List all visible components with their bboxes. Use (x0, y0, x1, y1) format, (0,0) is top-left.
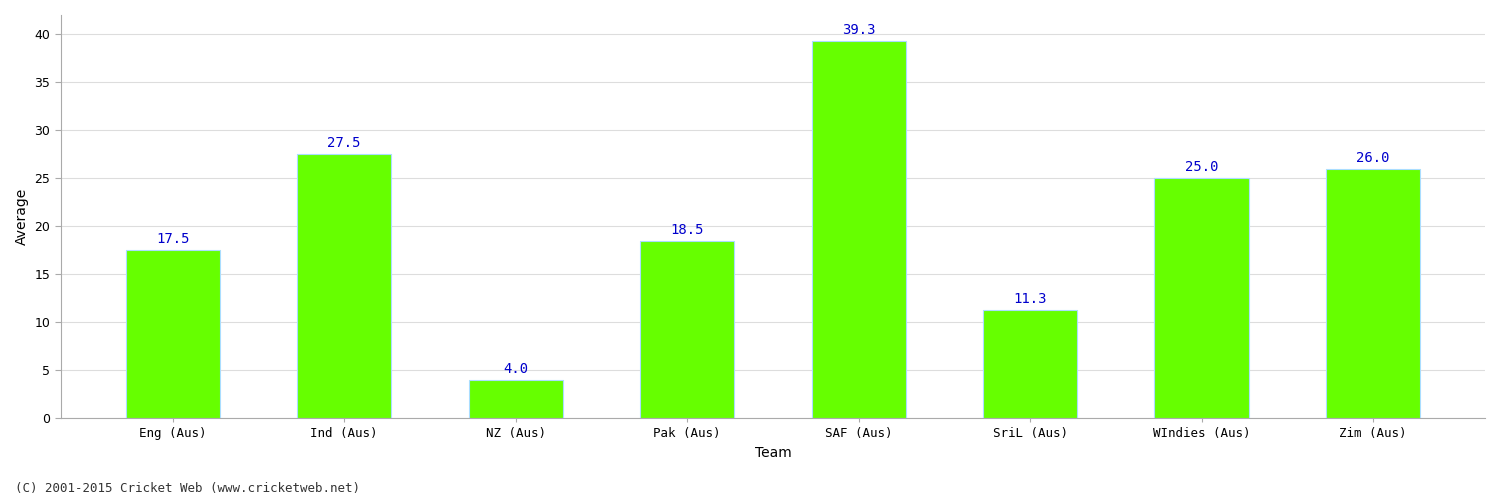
Text: 11.3: 11.3 (1014, 292, 1047, 306)
Bar (297, 154, 392, 418)
Text: 39.3: 39.3 (842, 23, 876, 37)
X-axis label: Team: Team (754, 446, 792, 460)
Bar (812, 41, 906, 418)
Bar (126, 250, 220, 418)
Text: (C) 2001-2015 Cricket Web (www.cricketweb.net): (C) 2001-2015 Cricket Web (www.cricketwe… (15, 482, 360, 495)
Text: 25.0: 25.0 (1185, 160, 1218, 174)
Y-axis label: Average: Average (15, 188, 28, 246)
Text: 27.5: 27.5 (327, 136, 362, 150)
Text: 26.0: 26.0 (1356, 151, 1390, 165)
Text: 4.0: 4.0 (503, 362, 528, 376)
Bar (1155, 178, 1250, 418)
Bar (982, 310, 1077, 418)
Bar (1326, 168, 1420, 418)
Bar (468, 380, 562, 418)
Text: 18.5: 18.5 (670, 223, 704, 237)
Text: 17.5: 17.5 (156, 232, 189, 246)
Bar (640, 240, 735, 418)
